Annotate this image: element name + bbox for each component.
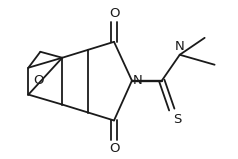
Text: N: N — [133, 74, 143, 87]
Text: O: O — [33, 74, 44, 87]
Text: O: O — [109, 7, 119, 20]
Text: N: N — [175, 40, 185, 53]
Text: O: O — [109, 142, 119, 155]
Text: S: S — [173, 113, 181, 125]
